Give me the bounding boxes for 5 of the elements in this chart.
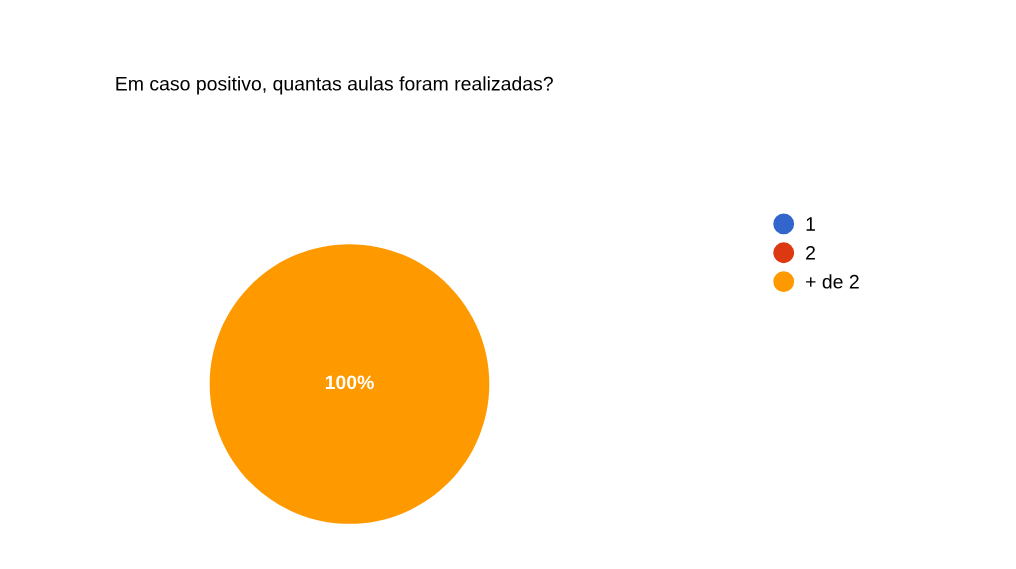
data-label: 100% xyxy=(325,375,374,390)
legend-label: 1 xyxy=(806,217,815,231)
legend-label: + de 2 xyxy=(806,274,859,289)
legend-label: 2 xyxy=(806,245,815,260)
chart-title: Em caso positivo, quantas aulas foram realizadas? xyxy=(116,76,553,95)
